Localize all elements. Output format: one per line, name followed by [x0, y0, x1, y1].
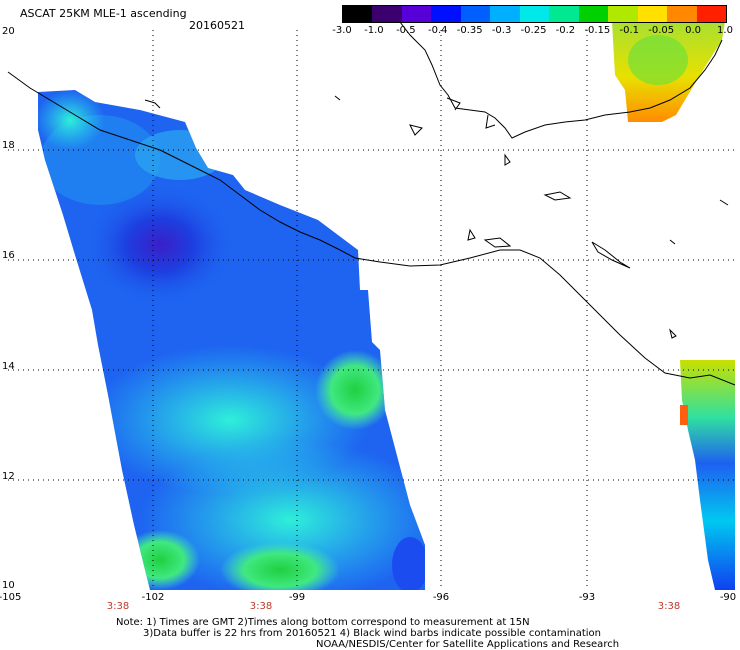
lat-label: 14 [2, 361, 15, 372]
lat-label: 12 [2, 471, 15, 482]
colorbar-tick-label: -0.35 [456, 25, 483, 36]
footnote-line-2: 3)Data buffer is 22 hrs from 20160521 4)… [143, 628, 601, 639]
lat-label: 20 [2, 26, 15, 37]
lon-label: -90 [719, 592, 737, 603]
colorbar-segment [519, 6, 550, 22]
lat-label: 18 [2, 140, 15, 151]
colorbar-tick-label: -0.4 [427, 25, 448, 36]
colorbar-tick-label: -3.0 [332, 25, 352, 36]
colorbar-tick-label: -1.0 [364, 25, 384, 36]
colorbar-segment [549, 6, 580, 22]
colorbar-tick-label: -0.3 [491, 25, 512, 36]
time-label: 3:38 [106, 601, 130, 612]
colorbar-segment [608, 6, 639, 22]
time-label: 3:38 [657, 601, 681, 612]
lat-label: 10 [2, 580, 15, 591]
time-label: 3:38 [249, 601, 273, 612]
colorbar-segment [578, 6, 609, 22]
colorbar-tick-label: 0.0 [685, 25, 702, 36]
grid [8, 30, 735, 588]
colorbar-segment [696, 6, 727, 22]
colorbar-tick-label: -0.15 [584, 25, 611, 36]
lon-label: -105 [0, 592, 22, 603]
footnote-line-3: NOAA/NESDIS/Center for Satellite Applica… [316, 639, 620, 650]
colorbar-tick-label: 1.0 [717, 25, 733, 36]
colorbar-segment [460, 6, 491, 22]
colorbar-segment [401, 6, 432, 22]
colorbar-tick-label: -0.25 [520, 25, 547, 36]
colorbar-segment [667, 6, 698, 22]
colorbar-tick-label: -0.1 [619, 25, 640, 36]
map-date: 20160521 [189, 19, 245, 32]
lat-label: 16 [2, 250, 15, 261]
lon-label: -93 [578, 592, 596, 603]
main-swath [38, 90, 425, 590]
colorbar-segment [490, 6, 521, 22]
map-title: ASCAT 25KM MLE-1 ascending [20, 7, 187, 20]
lon-label: -96 [432, 592, 450, 603]
footnote-line-1: Note: 1) Times are GMT 2)Times along bot… [116, 617, 530, 628]
footnote: Note: 1) Times are GMT 2)Times along bot… [116, 617, 619, 650]
northeast-swath [612, 22, 725, 122]
colorbar-segment [343, 6, 373, 22]
colorbar-tick-label: -0.5 [396, 25, 416, 36]
lon-label: -102 [141, 592, 165, 603]
colorbar-tick-label: -0.2 [555, 25, 576, 36]
coastline [7, 21, 736, 386]
colorbar-segment [637, 6, 668, 22]
colorbar-segment [372, 6, 403, 22]
colorbar [342, 5, 727, 23]
southeast-swath [680, 360, 735, 590]
colorbar-segment [431, 6, 462, 22]
colorbar-tick-label: -0.05 [648, 25, 675, 36]
lon-label: -99 [288, 592, 306, 603]
